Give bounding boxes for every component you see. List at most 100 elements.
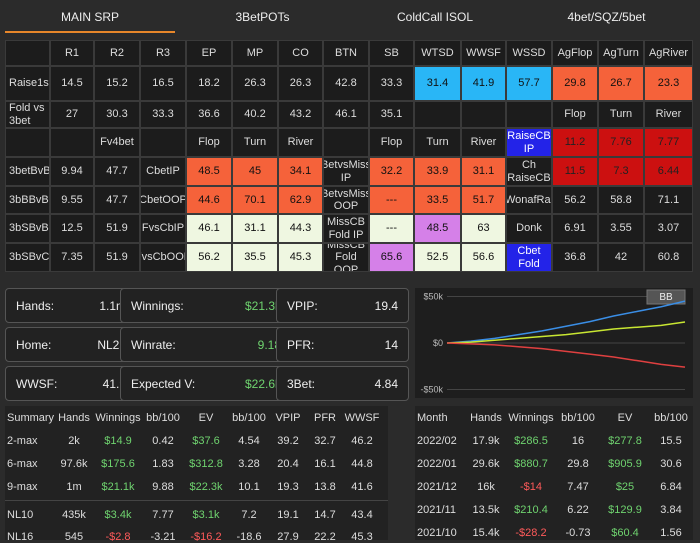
grid-cell: 42.8 bbox=[323, 66, 369, 101]
stat-label: VPIP: bbox=[287, 298, 318, 313]
table-cell: -18.6 bbox=[236, 531, 262, 543]
table-cell: 1.83 bbox=[152, 458, 174, 470]
grid-cell: WTSD bbox=[414, 40, 461, 66]
grid-cell: 56.6 bbox=[461, 243, 506, 272]
table-cell: 13.5k bbox=[472, 504, 500, 516]
grid-cell: 3bSBvCO bbox=[5, 243, 50, 272]
stat-label: 3Bet: bbox=[287, 376, 316, 391]
grid-cell: Fold vs 3bet bbox=[5, 101, 50, 128]
table-header: EV bbox=[198, 412, 214, 424]
table-header: Winnings bbox=[508, 412, 554, 424]
grid-cell: 26.7 bbox=[598, 66, 644, 101]
table-cell: 3.84 bbox=[660, 504, 682, 516]
table-cell: 7.47 bbox=[567, 481, 589, 493]
tab[interactable]: MAIN SRP bbox=[60, 10, 119, 24]
grid-cell: WSSD bbox=[506, 40, 552, 66]
tab[interactable]: 3BetPOTs bbox=[235, 10, 290, 24]
grid-cell: 51.9 bbox=[94, 214, 140, 243]
grid-cell: 45 bbox=[232, 157, 278, 186]
grid-cell: Donk bbox=[506, 214, 552, 243]
graph-line bbox=[446, 321, 686, 344]
table-cell: 545 bbox=[64, 531, 84, 543]
grid-cell: 48.5 bbox=[414, 214, 461, 243]
table-cell: 13.8 bbox=[314, 481, 336, 493]
table-cell: 2021/11 bbox=[417, 504, 456, 516]
table-header: VPIP bbox=[275, 412, 301, 424]
grid-cell: 44.3 bbox=[278, 214, 323, 243]
grid-cell: AgFlop bbox=[552, 40, 598, 66]
stat-value: 19.4 bbox=[374, 298, 398, 313]
grid-cell: R3 bbox=[140, 40, 186, 66]
grid-cell: 27 bbox=[50, 101, 94, 128]
stat-box: 3Bet: 4.84 bbox=[276, 366, 409, 401]
y-tick-label: $50k bbox=[423, 292, 443, 302]
stat-label: Expected V: bbox=[131, 376, 196, 391]
grid-cell: 46.1 bbox=[323, 101, 369, 128]
grid-cell: 23.3 bbox=[644, 66, 693, 101]
grid-cell: 26.3 bbox=[278, 66, 323, 101]
grid-cell: CbetOOP bbox=[140, 186, 186, 214]
grid-cell: 31.4 bbox=[414, 66, 461, 101]
grid-cell: BTN bbox=[323, 40, 369, 66]
table-cell: 2k bbox=[68, 435, 80, 447]
grid-cell: 12.5 bbox=[50, 214, 94, 243]
stat-value: 4.84 bbox=[374, 376, 398, 391]
stat-value: $21.3k bbox=[244, 298, 281, 313]
table-cell: 2022/01 bbox=[417, 458, 457, 470]
grid-cell: 3bSBvBU bbox=[5, 214, 50, 243]
grid-cell bbox=[5, 128, 50, 157]
graph-line bbox=[446, 300, 686, 344]
grid-cell: --- bbox=[369, 186, 414, 214]
grid-cell: 30.3 bbox=[94, 101, 140, 128]
y-tick-label: -$50k bbox=[420, 384, 443, 394]
table-header: bb/100 bbox=[232, 412, 266, 424]
table-cell: $25 bbox=[615, 481, 635, 493]
grid-cell: Turn bbox=[232, 128, 278, 157]
table-cell: 19.3 bbox=[277, 481, 299, 493]
table-cell: $60.4 bbox=[611, 527, 639, 539]
table-header: bb/100 bbox=[654, 412, 688, 424]
table-cell: 1m bbox=[66, 481, 82, 493]
grid-cell: 52.5 bbox=[414, 243, 461, 272]
table-cell: $286.5 bbox=[514, 435, 548, 447]
grid-cell: 3.07 bbox=[644, 214, 693, 243]
table-header: Hands bbox=[58, 412, 90, 424]
table-cell: 29.8 bbox=[567, 458, 589, 470]
grid-cell: RaiseCB IP bbox=[506, 128, 552, 157]
table-cell: 4.54 bbox=[238, 435, 260, 447]
grid-cell: 34.1 bbox=[278, 157, 323, 186]
grid-cell: Turn bbox=[414, 128, 461, 157]
table-cell: $905.9 bbox=[608, 458, 642, 470]
tab[interactable]: 4bet/SQZ/5bet bbox=[567, 10, 646, 24]
active-tab-underline bbox=[5, 31, 175, 33]
tab-bar bbox=[0, 0, 700, 34]
grid-cell: 31.1 bbox=[461, 157, 506, 186]
table-cell: 9-max bbox=[7, 481, 38, 493]
grid-cell bbox=[414, 101, 461, 128]
grid-cell: 58.8 bbox=[598, 186, 644, 214]
grid-cell: AgTurn bbox=[598, 40, 644, 66]
grid-cell: 36.8 bbox=[552, 243, 598, 272]
stat-label: Hands: bbox=[16, 298, 55, 313]
grid-cell: --- bbox=[369, 214, 414, 243]
table-header: Month bbox=[417, 412, 448, 424]
grid-cell: 3.55 bbox=[598, 214, 644, 243]
table-cell: 2-max bbox=[7, 435, 38, 447]
grid-cell: 60.8 bbox=[644, 243, 693, 272]
grid-cell: 3betBvB bbox=[5, 157, 50, 186]
table-cell: 10.1 bbox=[238, 481, 260, 493]
grid-cell: 14.5 bbox=[50, 66, 94, 101]
stat-label: Home: bbox=[16, 337, 52, 352]
grid-cell: River bbox=[278, 128, 323, 157]
table-cell: 16.1 bbox=[314, 458, 336, 470]
tab[interactable]: ColdCall ISOL bbox=[396, 10, 474, 24]
table-cell: 39.2 bbox=[277, 435, 299, 447]
table-cell: 30.6 bbox=[660, 458, 682, 470]
stat-value: 9.18 bbox=[257, 337, 281, 352]
grid-cell: Turn bbox=[598, 101, 644, 128]
grid-cell bbox=[461, 101, 506, 128]
table-cell: -$2.8 bbox=[105, 531, 131, 543]
grid-cell: MissCB Fold IP bbox=[323, 214, 369, 243]
table-header: Winnings bbox=[95, 412, 141, 424]
table-cell: -0.73 bbox=[565, 527, 591, 539]
